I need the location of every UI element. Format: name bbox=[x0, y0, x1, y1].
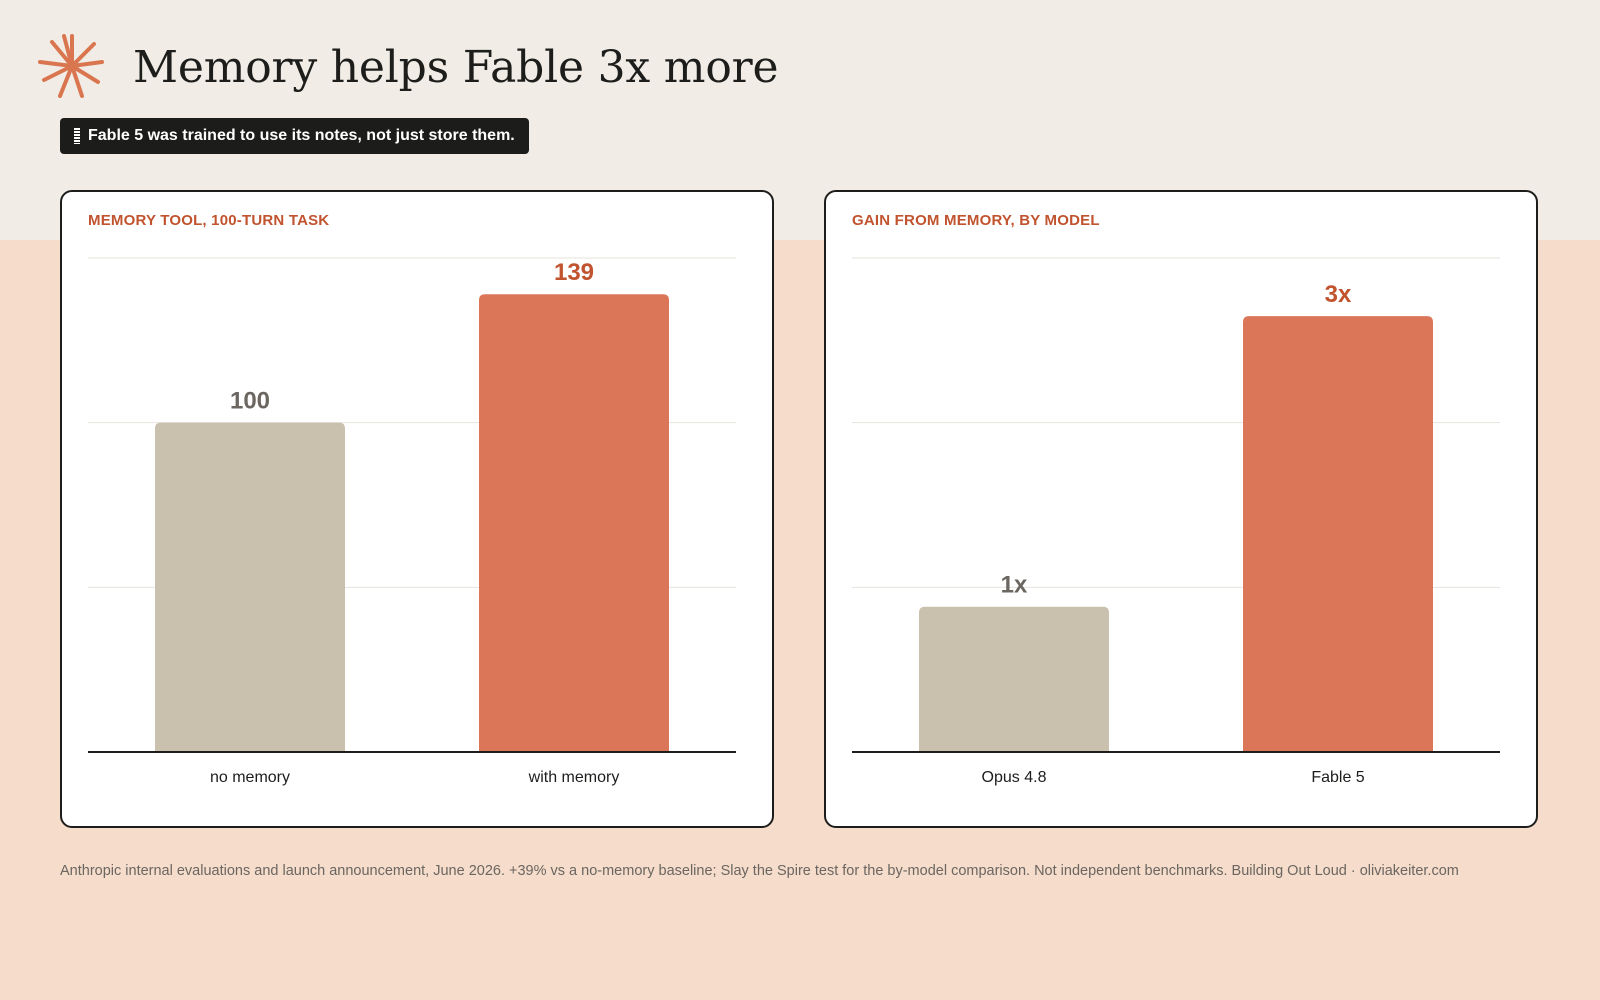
chart-panel-gain-by-model: GAIN FROM MEMORY, BY MODEL 1x Opus 4.8 3x F… bbox=[824, 190, 1538, 828]
x-tick-label: Fable 5 bbox=[1311, 769, 1364, 786]
bar-opus-4-8 bbox=[919, 606, 1109, 752]
bar-value-label: 139 bbox=[554, 259, 594, 286]
page-title: Memory helps Fable 3x more bbox=[133, 42, 779, 93]
tagline-badge: Fable 5 was trained to use its notes, no… bbox=[60, 118, 529, 154]
tagline-text: Fable 5 was trained to use its notes, no… bbox=[88, 127, 515, 144]
x-tick-label: Opus 4.8 bbox=[982, 769, 1047, 786]
x-tick-label: no memory bbox=[210, 769, 290, 786]
bar-with-memory bbox=[479, 294, 669, 752]
bar-value-label: 3x bbox=[1325, 281, 1352, 308]
bar-value-label: 1x bbox=[1001, 572, 1028, 599]
bar-value-label: 100 bbox=[230, 388, 270, 415]
asterisk-burst-icon bbox=[38, 34, 104, 98]
bar-chart-memory-tool: 100 no memory 139 with memory bbox=[88, 257, 736, 786]
chart-title: MEMORY TOOL, 100-TURN TASK bbox=[88, 212, 330, 229]
source-footnote: Anthropic internal evaluations and launc… bbox=[60, 863, 1459, 879]
bar-no-memory bbox=[155, 422, 345, 752]
bar-fable-5 bbox=[1243, 316, 1433, 752]
marker-icon bbox=[74, 128, 80, 144]
chart-panel-memory-tool: MEMORY TOOL, 100-TURN TASK 100 no memory 1… bbox=[60, 190, 774, 828]
bar-chart-gain-by-model: 1x Opus 4.8 3x Fable 5 bbox=[852, 257, 1500, 786]
x-tick-label: with memory bbox=[528, 769, 620, 786]
chart-title: GAIN FROM MEMORY, BY MODEL bbox=[852, 212, 1100, 229]
